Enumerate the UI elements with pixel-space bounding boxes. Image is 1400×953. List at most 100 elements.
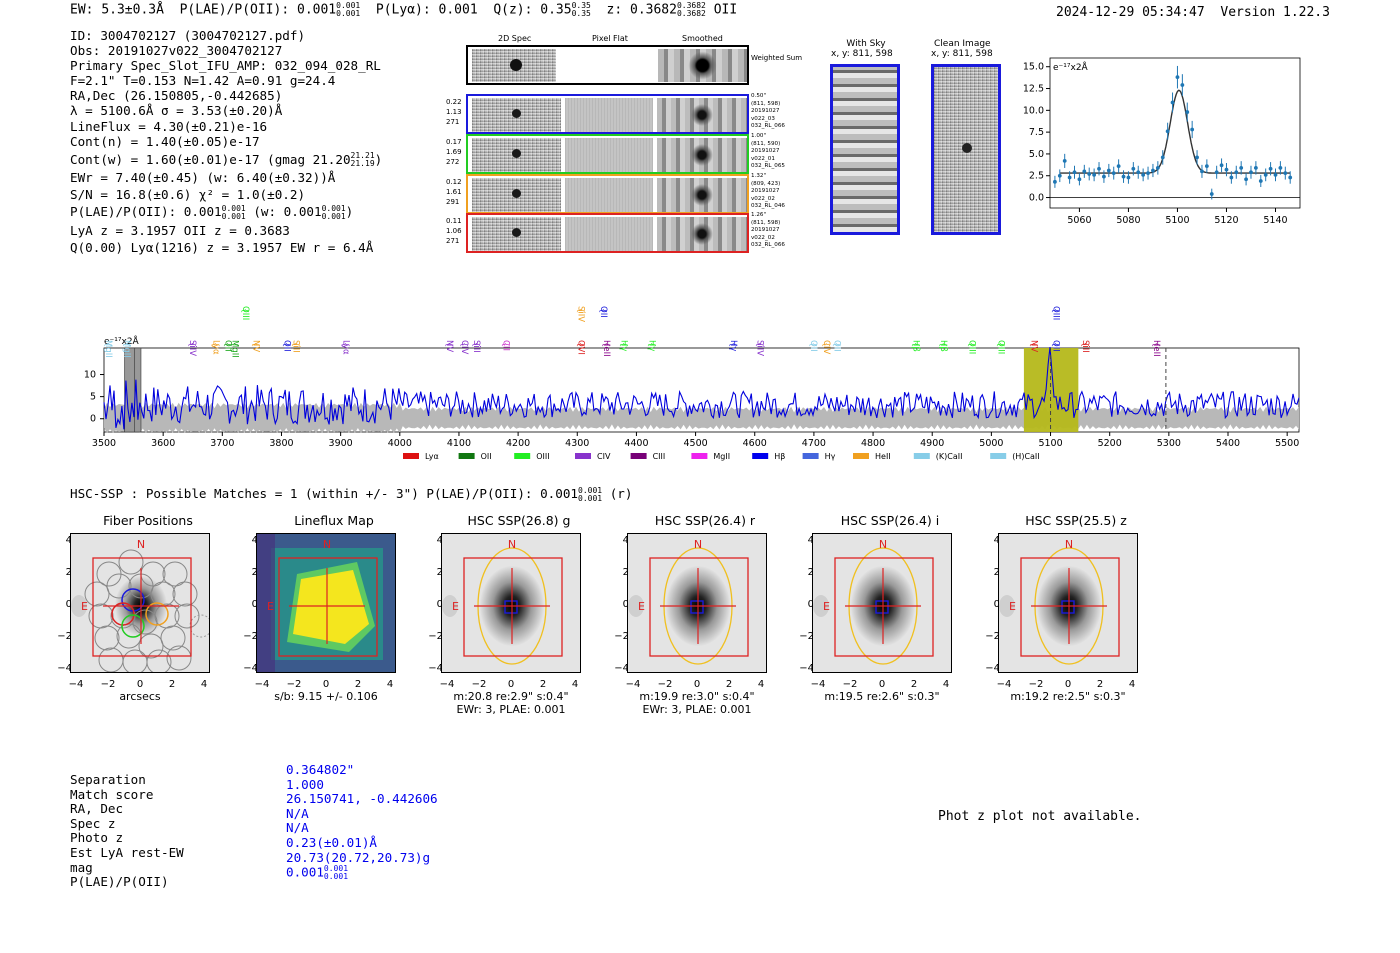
- stamp-smoothed: [657, 217, 747, 251]
- z-hi: 0.3682: [676, 1, 706, 10]
- spectrum-x-tick-label: 3800: [269, 438, 293, 449]
- north-label: N: [137, 538, 145, 551]
- zoom-y-tick-label: 15.0: [1023, 62, 1044, 73]
- stamp-row-meta: (811, 598): [751, 100, 781, 107]
- spectrum-line-label: Hγ: [647, 340, 657, 351]
- zoom-data-point: [1200, 169, 1204, 174]
- flux-edge: [257, 534, 275, 672]
- weighted-source-blob: [510, 59, 522, 71]
- panel-title: HSC SSP(26.8) g: [467, 513, 571, 528]
- spectrum-x-tick-label: 5100: [1038, 438, 1062, 449]
- stamp-smoothed: [657, 178, 747, 212]
- panel-y-tick: 4: [807, 535, 814, 546]
- spectrum-line-label: Hβ: [938, 340, 948, 352]
- stamp-row-meta: 032_RL_065: [751, 163, 785, 170]
- stamp-row-meta: 1.00": [751, 133, 767, 139]
- panel-y-tick: 4: [436, 535, 443, 546]
- spectrum-line-bracket: {: [1030, 342, 1039, 347]
- panel-y-tick: −2: [57, 631, 72, 642]
- spectrum-line-bracket: {: [968, 342, 977, 347]
- clean-image: [931, 64, 1001, 235]
- panel-y-tick: 4: [251, 535, 258, 546]
- match-row-label: RA, Dec: [70, 801, 124, 817]
- fiber-red: [111, 602, 135, 626]
- stamp-row-meta: v022_02: [751, 234, 775, 241]
- match-row-label: P(LAE)/P(OII): [70, 874, 169, 890]
- spectrum-line-bracket: {: [241, 308, 250, 313]
- legend-label: CIII: [653, 452, 666, 461]
- neighbor-blob: [628, 595, 644, 617]
- stamp-row-number: 271: [446, 237, 460, 245]
- stamp-source-blob: [512, 109, 521, 118]
- panel-image: NE: [441, 533, 581, 673]
- panel-caption: m:19.5 re:2.6" s:0.3": [824, 690, 940, 703]
- stamp-row-number: 271: [446, 118, 460, 126]
- spectrum-line-bracket: {: [252, 342, 261, 347]
- spectrum-line-bracket: {: [809, 342, 818, 347]
- spectrum-line-bracket: {: [342, 342, 351, 347]
- phot-z-note: Phot z plot not available.: [938, 809, 1142, 824]
- spectrum-line-label: HeII: [1151, 340, 1161, 357]
- spectrum-line-label: SiIV: [576, 306, 586, 322]
- legend-label: Hγ: [825, 452, 836, 461]
- legend-swatch: [403, 453, 419, 459]
- spectrum-line-bracket: {: [620, 342, 629, 347]
- stamp-row-meta: 032_RL_046: [751, 203, 785, 210]
- search-box: [278, 557, 378, 657]
- zoom-plot-frame: [1049, 57, 1301, 209]
- east-label: E: [638, 600, 645, 613]
- fiber-circle: [146, 649, 172, 672]
- spectrum-x-tick-label: 4200: [506, 438, 530, 449]
- zoom-data-point: [1072, 170, 1077, 175]
- spectrum-x-tick-label: 5200: [1098, 438, 1122, 449]
- zoom-data-point: [1249, 170, 1253, 175]
- spectrum-line-label: NV: [251, 340, 261, 352]
- match-row-value: 20.73(20.72,20.73)g: [286, 850, 430, 866]
- match-row-value: 1.000: [286, 777, 324, 793]
- zoom-data-point: [1263, 172, 1268, 177]
- hsc-summary-lo: 0.001: [578, 493, 603, 503]
- spectrum-line-bracket: {: [188, 342, 197, 347]
- panel-y-tick: −4: [985, 663, 1000, 674]
- panel-x-tick: −2: [657, 679, 673, 690]
- spectrum-line-bracket: {: [577, 342, 586, 347]
- spectrum-line-bracket: {: [833, 342, 842, 347]
- panel-image: NE: [627, 533, 767, 673]
- info-plae-row: P(LAE)/P(OII): 0.0010.001 0.001 (w: 0.001…: [70, 204, 382, 221]
- clean-source-blob: [962, 143, 972, 153]
- spectrum-line-bracket: {: [939, 342, 948, 347]
- stamp-row-number: 1.13: [446, 108, 462, 116]
- stamp-2d-spec: [472, 138, 561, 172]
- info-lya-z: LyA z = 3.1957 OII z = 0.3683: [70, 222, 290, 238]
- info-lambda: λ = 5100.6Å σ = 3.53(±0.20)Å: [70, 103, 283, 119]
- legend-label: Lyα: [425, 452, 439, 461]
- zoom-x-tick-label: 5140: [1263, 215, 1287, 226]
- weighted-sum-stamp: [466, 45, 749, 85]
- panel-y-tick: 2: [436, 567, 443, 578]
- zoom-data-point: [1170, 100, 1175, 105]
- panel-y-tick: −2: [614, 631, 629, 642]
- zoom-data-point: [1244, 177, 1248, 182]
- stamp-row-number: 0.11: [446, 217, 462, 225]
- with-sky-image: [830, 64, 900, 235]
- spectrum-x-tick-label: 4400: [624, 438, 648, 449]
- zoom-data-point: [1067, 175, 1072, 180]
- match-row-value-text: N/A: [286, 820, 309, 836]
- fiber-circle: [160, 625, 186, 651]
- neighbor-blob: [442, 595, 458, 617]
- plae-value: 0.001: [297, 2, 337, 18]
- stamp-2d-spec: [472, 178, 561, 212]
- stamp-row-meta: 0.50": [751, 93, 767, 99]
- panel-x-tick: 2: [354, 679, 362, 690]
- spectrum-line-bracket: {: [445, 342, 454, 347]
- stamp-row-meta: 032_RL_066: [751, 242, 785, 249]
- spectrum-line-bracket: {: [223, 342, 232, 347]
- legend-swatch: [691, 453, 708, 459]
- panel-x-tick: 4: [757, 679, 765, 690]
- legend-swatch: [853, 453, 869, 459]
- spectrum-x-tick-label: 4700: [802, 438, 826, 449]
- zoom-data-point: [1273, 172, 1278, 177]
- zoom-data-point: [1239, 165, 1244, 170]
- zoom-data-point: [1082, 169, 1087, 174]
- spectrum-line-label: Hγ: [619, 340, 629, 351]
